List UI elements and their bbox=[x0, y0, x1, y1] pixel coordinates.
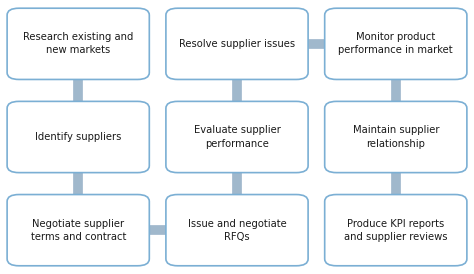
FancyBboxPatch shape bbox=[325, 101, 467, 173]
Text: Resolve supplier issues: Resolve supplier issues bbox=[179, 39, 295, 49]
FancyBboxPatch shape bbox=[7, 8, 149, 79]
Text: Identify suppliers: Identify suppliers bbox=[35, 132, 121, 142]
FancyBboxPatch shape bbox=[7, 101, 149, 173]
Text: Produce KPI reports
and supplier reviews: Produce KPI reports and supplier reviews bbox=[344, 219, 447, 242]
Text: Monitor product
performance in market: Monitor product performance in market bbox=[338, 32, 453, 55]
Text: Evaluate supplier
performance: Evaluate supplier performance bbox=[193, 125, 281, 149]
FancyBboxPatch shape bbox=[325, 195, 467, 266]
FancyBboxPatch shape bbox=[166, 101, 308, 173]
FancyBboxPatch shape bbox=[325, 8, 467, 79]
FancyBboxPatch shape bbox=[166, 8, 308, 79]
Text: Maintain supplier
relationship: Maintain supplier relationship bbox=[353, 125, 439, 149]
Text: Research existing and
new markets: Research existing and new markets bbox=[23, 32, 133, 55]
Text: Negotiate supplier
terms and contract: Negotiate supplier terms and contract bbox=[30, 219, 126, 242]
FancyBboxPatch shape bbox=[7, 195, 149, 266]
Text: Issue and negotiate
RFQs: Issue and negotiate RFQs bbox=[188, 219, 286, 242]
FancyBboxPatch shape bbox=[166, 195, 308, 266]
